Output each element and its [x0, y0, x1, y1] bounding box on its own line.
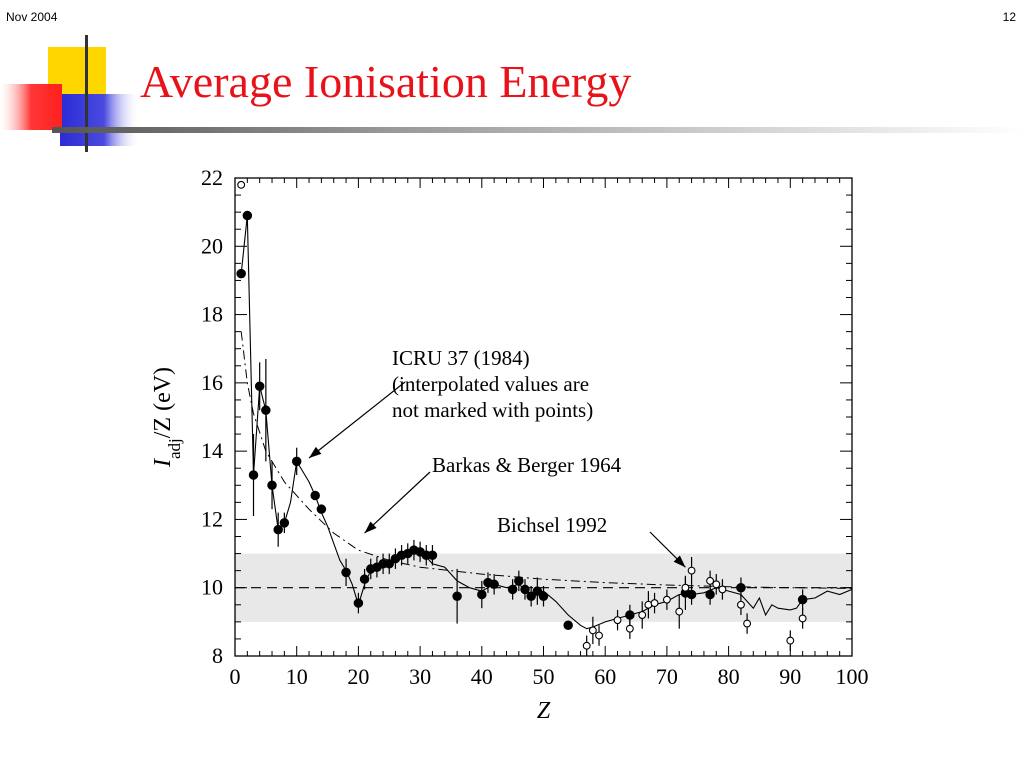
page-number: 12 — [1002, 10, 1016, 24]
data-point-filled — [427, 550, 438, 561]
data-point-open — [675, 607, 684, 616]
data-point-filled — [520, 584, 530, 595]
deco-vertical-line — [85, 35, 88, 152]
data-point-filled — [507, 584, 518, 595]
annotation-text: Bichsel 1992 — [497, 513, 607, 537]
data-point-filled — [310, 490, 320, 501]
data-point-open — [736, 600, 745, 609]
x-tick-label: 30 — [409, 664, 431, 689]
annotation-arrowhead — [364, 521, 377, 534]
y-axis-label: Iadj/Z (eV) — [150, 367, 184, 468]
data-point-filled — [341, 567, 351, 578]
data-point-filled — [538, 591, 549, 601]
data-point-filled — [291, 456, 302, 467]
data-point-filled — [736, 582, 746, 593]
data-point-filled — [359, 574, 370, 584]
annotation-text: not marked with points) — [392, 398, 593, 422]
data-point-filled — [279, 518, 290, 528]
slide-decoration — [0, 35, 1024, 152]
data-point-filled — [267, 480, 277, 491]
data-point-filled — [563, 620, 573, 631]
data-point-filled — [797, 594, 808, 605]
annotation-text: Barkas & Berger 1964 — [432, 453, 622, 477]
x-tick-label: 20 — [347, 664, 369, 689]
deco-blue-square — [60, 94, 140, 146]
data-point-filled — [248, 470, 259, 480]
x-tick-label: 80 — [718, 664, 740, 689]
annotation-arrowhead — [309, 446, 322, 458]
data-point-open — [638, 611, 647, 619]
data-point-open — [681, 583, 690, 592]
data-point-filled — [489, 579, 499, 590]
data-point-open — [662, 595, 671, 604]
y-tick-label: 12 — [201, 506, 223, 531]
y-tick-label: 20 — [201, 233, 223, 258]
annotation-arrow — [308, 381, 406, 459]
data-point-filled — [514, 576, 524, 586]
y-tick-label: 10 — [201, 575, 223, 600]
data-point-open — [588, 626, 597, 635]
annotation: Barkas & Berger 1964 — [364, 453, 622, 534]
data-point-filled — [526, 591, 536, 601]
data-point-open — [237, 180, 246, 189]
slide-title: Average Ionisation Energy — [140, 56, 632, 107]
deco-horizontal-line — [52, 127, 1024, 133]
x-tick-label: 100 — [836, 664, 869, 689]
annotation: ICRU 37 (1984)(interpolated values areno… — [308, 346, 593, 459]
data-point-filled — [452, 591, 462, 601]
data-point-filled — [384, 559, 395, 569]
filled-points — [236, 210, 808, 631]
annotation-text: (interpolated values are — [392, 372, 589, 396]
x-tick-label: 60 — [594, 664, 616, 689]
data-point-filled — [316, 504, 327, 514]
data-point-filled — [261, 405, 271, 415]
open-points — [237, 180, 807, 656]
x-tick-label: 10 — [286, 664, 308, 689]
data-point-filled — [254, 381, 265, 392]
annotation: Bichsel 1992 — [497, 513, 686, 568]
deco-red-square — [0, 84, 62, 130]
x-tick-label: 70 — [656, 664, 678, 689]
data-point-open — [613, 616, 622, 625]
data-point-open — [582, 641, 591, 650]
y-tick-label: 18 — [201, 302, 223, 327]
data-point-filled — [273, 524, 283, 535]
x-tick-label: 0 — [230, 664, 241, 689]
data-point-open — [706, 576, 715, 585]
data-point-filled — [353, 598, 364, 608]
x-axis-label: Z — [537, 698, 551, 724]
y-tick-label: 16 — [201, 370, 223, 395]
y-tick-label: 22 — [201, 165, 223, 190]
data-point-open — [595, 631, 603, 640]
slide-date: Nov 2004 — [6, 10, 58, 24]
x-tick-label: 40 — [471, 664, 493, 689]
data-point-open — [743, 619, 752, 628]
data-point-open — [718, 585, 727, 594]
data-point-open — [712, 580, 721, 589]
annotation-text: ICRU 37 (1984) — [392, 346, 530, 370]
annotation-arrowhead — [673, 555, 686, 568]
y-tick-label: 8 — [212, 643, 223, 668]
annotation-arrow — [364, 471, 431, 534]
data-point-open — [625, 624, 634, 633]
x-tick-label: 90 — [779, 664, 801, 689]
data-point-filled — [532, 586, 543, 596]
data-point-filled — [242, 210, 253, 221]
data-point-open — [650, 599, 659, 608]
data-point-open — [786, 636, 795, 645]
data-point-filled — [686, 589, 697, 600]
icru-curve — [240, 215, 853, 630]
data-point-open — [687, 566, 696, 575]
ionisation-energy-chart: 0 10 20 30 40 50 60 70 80 90 100 8 10 12 14 16 18 20 22 Z Ia… — [150, 165, 869, 724]
y-tick-label: 14 — [201, 438, 223, 463]
data-point-open — [798, 614, 807, 623]
data-point-filled — [625, 610, 635, 620]
x-tick-label: 50 — [533, 664, 555, 689]
data-point-filled — [705, 589, 715, 600]
data-point-filled — [236, 268, 246, 279]
data-point-filled — [477, 589, 487, 600]
